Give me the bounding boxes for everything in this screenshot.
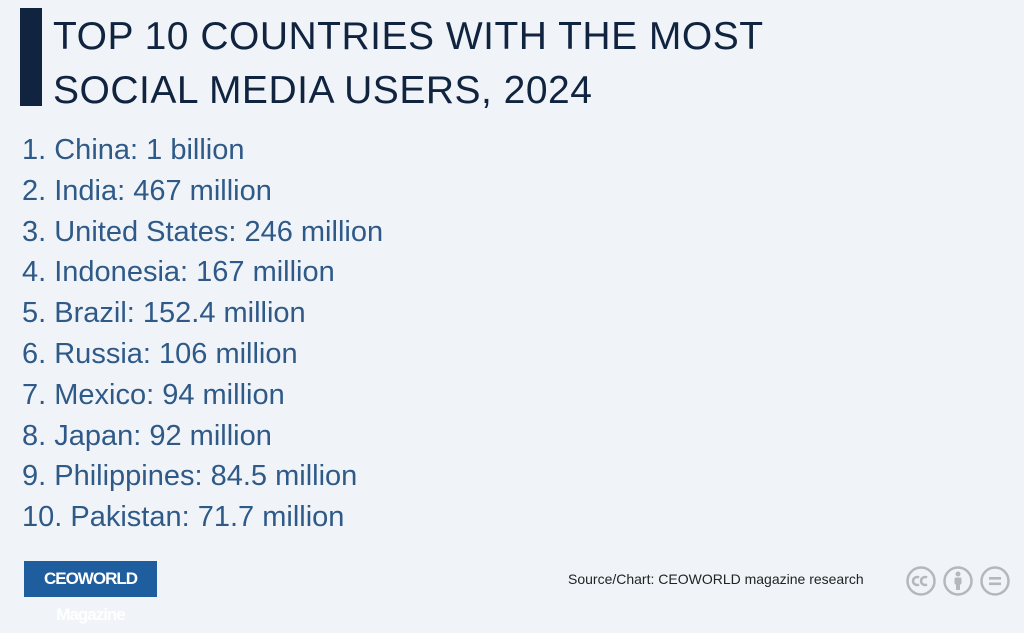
logo: CEOWORLD Magazine <box>24 561 157 624</box>
list-item: 1. China: 1 billion <box>22 134 245 166</box>
list-item: 10. Pakistan: 71.7 million <box>22 501 345 534</box>
list-item: 6. Russia: 106 million <box>22 337 298 370</box>
title-line: TOP 10 COUNTRIES WITH THE MOST <box>53 15 764 58</box>
list-item: 4. Indonesia: 167 million <box>22 256 335 289</box>
list-item: 8. Japan: 92 million <box>22 419 272 452</box>
nd-icon <box>980 566 1010 596</box>
title: TOP 10 COUNTRIES WITH THE MOST SOCIAL ME… <box>53 10 764 118</box>
license-icons <box>906 566 1010 596</box>
list-item: 7. Mexico: 94 million <box>22 378 285 411</box>
cc-icon <box>906 566 936 596</box>
title-line: SOCIAL MEDIA USERS, 2024 <box>53 69 593 112</box>
list-item: 3. United States: 246 million <box>22 215 384 248</box>
page: TOP 10 COUNTRIES WITH THE MOST SOCIAL ME… <box>20 8 1010 624</box>
list-item: 9. Philippines: 84.5 million <box>22 460 358 493</box>
ranking-list: 1. China: 1 billion 2. India: 467 million… <box>22 130 383 538</box>
title-bar <box>20 8 42 106</box>
list-item: 5. Brazil: 152.4 million <box>22 297 306 330</box>
source: Source/Chart: CEOWORLD magazine research <box>568 571 864 587</box>
by-icon <box>943 566 973 596</box>
list-item: 2. India: 467 million <box>22 174 272 207</box>
